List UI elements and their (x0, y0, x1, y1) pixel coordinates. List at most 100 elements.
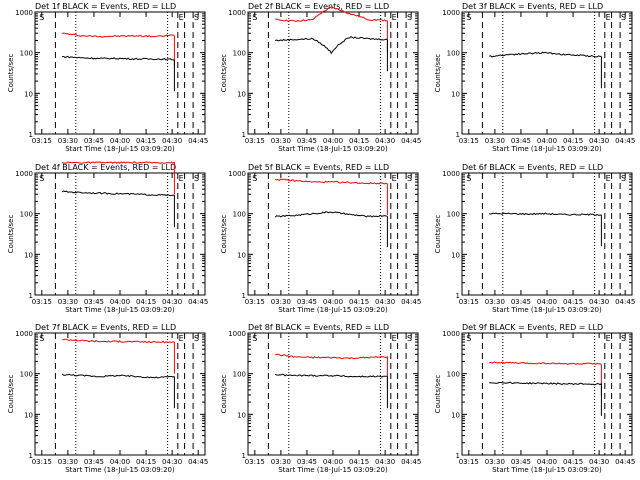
x-tick-label: 03:15 (245, 458, 265, 466)
boundary-marker: E (392, 334, 397, 343)
x-tick-label: 03:45 (297, 458, 317, 466)
panel-title: Det 4f BLACK = Events, RED = LLD (35, 163, 176, 172)
x-tick-label: 04:45 (615, 137, 635, 145)
x-tick-label: 04:45 (188, 137, 208, 145)
boundary-marker: S (621, 13, 626, 22)
panel-title: Det 5f BLACK = Events, RED = LLD (248, 163, 389, 172)
panel-title: Det 6f BLACK = Events, RED = LLD (462, 163, 603, 172)
y-tick-label: 1 (29, 131, 33, 139)
y-tick-label: 100 (447, 211, 460, 219)
x-tick-label: 03:45 (84, 458, 104, 466)
x-axis-label: Start Time (18-Jul-15 03:09:20) (65, 145, 175, 153)
panel-4: Det 4f BLACK = Events, RED = LLD 1 10 100 10… (7, 161, 208, 314)
x-tick-label: 04:00 (537, 298, 557, 306)
y-tick-label: 1000 (15, 170, 33, 178)
boundary-marker: S (466, 13, 471, 22)
plot-frame (34, 11, 206, 135)
y-tick-label: 1 (29, 292, 33, 300)
x-tick-label: 04:15 (563, 458, 583, 466)
boundary-marker: S (621, 174, 626, 183)
series-line-events (489, 381, 602, 386)
x-tick-label: 03:15 (32, 298, 52, 306)
y-tick-label: 1000 (228, 330, 246, 338)
y-tick-label: 10 (451, 90, 460, 98)
plot-frame (247, 332, 419, 456)
panel-6: Det 6f BLACK = Events, RED = LLD 1 10 100 10… (434, 163, 635, 314)
boundary-marker: E (392, 13, 397, 22)
x-tick-label: 03:45 (84, 137, 104, 145)
x-axis-label: Start Time (18-Jul-15 03:09:20) (278, 306, 388, 314)
y-tick-label: 10 (24, 251, 33, 259)
x-tick-label: 04:15 (136, 458, 156, 466)
x-tick-label: 04:30 (162, 298, 182, 306)
boundary-marker: S (39, 334, 44, 343)
x-axis-label: Start Time (18-Jul-15 03:09:20) (65, 466, 175, 474)
plot-frame (461, 332, 633, 456)
y-axis-label: Counts/sec (434, 54, 442, 93)
panel-title: Det 2f BLACK = Events, RED = LLD (248, 2, 389, 11)
plot-frame (34, 332, 206, 456)
boundary-marker: S (39, 13, 44, 22)
y-tick-label: 10 (237, 90, 246, 98)
y-axis-label: Counts/sec (220, 375, 228, 414)
x-tick-label: 04:15 (349, 298, 369, 306)
x-tick-label: 03:30 (485, 298, 505, 306)
x-tick-label: 04:00 (110, 458, 130, 466)
x-tick-label: 04:45 (401, 458, 421, 466)
x-tick-label: 03:15 (245, 137, 265, 145)
y-tick-label: 1 (242, 131, 246, 139)
x-tick-label: 04:30 (162, 137, 182, 145)
x-tick-label: 04:00 (537, 458, 557, 466)
panel-title: Det 8f BLACK = Events, RED = LLD (248, 323, 389, 332)
x-tick-label: 04:45 (615, 458, 635, 466)
boundary-marker: S (407, 13, 412, 22)
x-tick-label: 03:30 (271, 298, 291, 306)
y-tick-label: 1 (456, 292, 460, 300)
x-tick-label: 03:45 (297, 137, 317, 145)
x-tick-label: 03:30 (271, 458, 291, 466)
series-line-lld (274, 178, 388, 185)
x-tick-label: 04:45 (615, 298, 635, 306)
boundary-marker: S (466, 174, 471, 183)
boundary-marker: S (466, 334, 471, 343)
panel-title: Det 3f BLACK = Events, RED = LLD (462, 2, 603, 11)
x-tick-label: 04:15 (349, 137, 369, 145)
y-tick-label: 100 (20, 371, 33, 379)
x-tick-label: 04:30 (589, 298, 609, 306)
x-tick-label: 03:45 (297, 298, 317, 306)
series-line-events (275, 35, 388, 55)
series-line-events (489, 51, 602, 58)
x-tick-label: 03:45 (511, 298, 531, 306)
panel-3: Det 3f BLACK = Events, RED = LLD 1 10 100 10… (434, 2, 635, 153)
panel-7: Det 7f BLACK = Events, RED = LLD 1 10 100 10… (7, 323, 208, 474)
boundary-marker: S (194, 174, 199, 183)
panel-title: Det 9f BLACK = Events, RED = LLD (462, 323, 603, 332)
y-axis-label: Counts/sec (7, 375, 15, 414)
x-axis-label: Start Time (18-Jul-15 03:09:20) (65, 306, 175, 314)
x-tick-label: 03:30 (58, 137, 78, 145)
x-tick-label: 03:15 (32, 458, 52, 466)
plot-frame (461, 172, 633, 296)
x-axis-label: Start Time (18-Jul-15 03:09:20) (492, 466, 602, 474)
y-tick-label: 1000 (228, 170, 246, 178)
x-tick-label: 04:30 (375, 458, 395, 466)
boundary-marker: S (194, 13, 199, 22)
y-tick-label: 10 (237, 411, 246, 419)
panel-title: Det 7f BLACK = Events, RED = LLD (35, 323, 176, 332)
series-line-events (62, 55, 175, 61)
series-line-lld (61, 161, 175, 164)
x-axis-label: Start Time (18-Jul-15 03:09:20) (492, 306, 602, 314)
boundary-marker: S (39, 174, 44, 183)
x-tick-label: 04:30 (162, 458, 182, 466)
boundary-marker: E (606, 13, 611, 22)
boundary-marker: E (179, 13, 184, 22)
series-line-events (274, 211, 388, 218)
y-tick-label: 10 (451, 411, 460, 419)
panel-9: Det 9f BLACK = Events, RED = LLD 1 10 100 10… (434, 323, 635, 474)
series-line-events (274, 373, 388, 378)
y-tick-label: 1 (242, 452, 246, 460)
x-tick-label: 04:00 (537, 137, 557, 145)
x-axis-label: Start Time (18-Jul-15 03:09:20) (278, 145, 388, 153)
x-tick-label: 03:15 (245, 298, 265, 306)
y-tick-label: 1 (456, 452, 460, 460)
